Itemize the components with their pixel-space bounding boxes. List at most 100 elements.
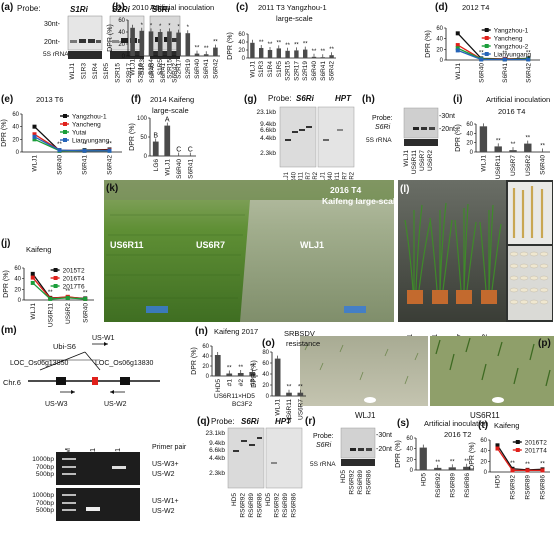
chart-d: (d) 2012 T4 DPR (%) 0 20 40 60 WLJ1 S6R40 S6R41 S6… [425, 2, 540, 83]
tick-label-y: 100 [137, 116, 148, 122]
data-point [82, 148, 87, 153]
data-point [502, 57, 507, 62]
tick-label-x: RS6R92 [435, 473, 442, 498]
tick-label-x: HD5 [215, 379, 222, 392]
panel-letter: (a) [1, 2, 13, 13]
tick-label-x: S6R40 [82, 303, 89, 323]
bar [259, 48, 264, 58]
size-marker-30nt: 30nt- [44, 21, 61, 28]
tick-label-x: S1R5 [276, 61, 283, 78]
lane-label: HD5 [265, 493, 272, 506]
legend-marker [484, 36, 489, 40]
significance-mark: ** [65, 289, 70, 295]
lane-label: S2R17 [126, 63, 133, 83]
photo-label: US6R11 [470, 411, 500, 420]
significance-mark: ** [320, 49, 325, 55]
bar [285, 50, 290, 58]
tick-label-x: S6R41 [187, 159, 194, 179]
data-point [526, 57, 531, 62]
tick-label-x: WLJ1 [164, 159, 171, 176]
tick-label-x: US6R7 [297, 399, 304, 420]
bar [213, 47, 218, 56]
probe-name: S6Ri [241, 417, 260, 426]
significance-mark: ** [540, 461, 545, 467]
ladder-label: 500bp [36, 507, 54, 514]
group-letter: C [188, 147, 193, 154]
bar [494, 146, 502, 152]
data-point [83, 296, 88, 301]
axis-label-y: DPR (%) [425, 30, 432, 58]
series-line [34, 136, 110, 152]
loading-label: 5S rRNA [310, 461, 336, 468]
legend-label: Yutai [72, 130, 86, 137]
tick-label-x: LG6 [153, 159, 160, 172]
panel-letter: (e) [1, 94, 13, 105]
primer-pair: US-W2 [152, 508, 175, 515]
lane-label: S1R4 [92, 63, 99, 80]
data-point [455, 31, 460, 36]
tick-label-x: WLJ1 [30, 303, 37, 320]
significance-mark: ** [294, 42, 299, 48]
legend-marker [53, 276, 58, 280]
probe-label: Probe: [268, 94, 292, 103]
tick-label-x: S6R41 [203, 59, 210, 79]
legend-label: 2016T4 [63, 276, 85, 283]
bar [524, 143, 532, 152]
significance-mark: ** [57, 142, 62, 148]
series-line [32, 282, 86, 300]
lane-label: S6R41 [160, 63, 167, 83]
panel-letter: (t) [478, 420, 488, 431]
probe-name: HPT [335, 94, 352, 103]
bar [249, 372, 256, 376]
axis-label-y: DPR (%) [191, 347, 198, 375]
tick-label-x: HD5 [420, 473, 427, 486]
tick-label-x: #3 [249, 379, 256, 387]
size-marker: -20nt [376, 446, 392, 453]
axis-label-y: DPR (%) [395, 440, 402, 468]
probe-name: S1Ri [70, 5, 89, 14]
tick-label-x: RS6R89 [449, 473, 456, 498]
bar [311, 56, 317, 58]
data-point [495, 443, 500, 448]
legend-label: Yancheng [494, 36, 523, 43]
significance-mark: * [141, 23, 144, 29]
legend-marker [63, 114, 67, 118]
legend-marker [515, 440, 520, 444]
significance-mark: ** [238, 365, 243, 371]
tick-label-y: 20 [238, 48, 245, 54]
probe-name: S2Ri [112, 5, 131, 14]
tick-label-y: 40 [202, 354, 209, 360]
chart-e: (e) 2013 T6 DPR (%) 0 20 40 60 WLJ1 S6R40 S6R41 S6… [1, 94, 122, 175]
legend-label: Lianyungang [494, 52, 532, 59]
significance-mark: ** [479, 50, 484, 56]
primer-pair: US-W3+ [152, 461, 179, 468]
significance-mark: ** [250, 364, 255, 370]
legend-label: Yancheng [72, 122, 101, 129]
bar [226, 373, 233, 376]
panel-letter: (o) [262, 338, 275, 349]
group-letter: C [176, 147, 181, 154]
bar [434, 467, 442, 470]
ladder-label: 700bp [36, 464, 54, 471]
bar [214, 355, 221, 376]
significance-mark: ** [435, 460, 440, 466]
panel-letter: (n) [195, 326, 208, 337]
tick-label-x: S6R41 [502, 63, 509, 83]
tick-label-x: S2R17 [293, 61, 300, 81]
photo-label: WLJ1 [300, 240, 324, 250]
lane-label: RS6R92 [349, 470, 356, 495]
chart-subtitle: 2016 T4 [498, 107, 525, 116]
tick-label-x: RS6R89 [525, 475, 532, 500]
chart-n: (n) Kaifeng 2017 DPR (%) 0 20 40 60 HD5 #1 #2 #3 **… [191, 326, 258, 408]
chart-title: Artificial inoculation [424, 419, 488, 428]
data-point [525, 468, 530, 473]
probe-name: S6Ri [296, 94, 315, 103]
tick-label-x: S6R40 [311, 61, 318, 81]
tick-label-x: US6R11 [286, 399, 293, 423]
chart-title: 2013 T6 [36, 95, 63, 104]
size-marker: 9.4kb [260, 121, 276, 128]
